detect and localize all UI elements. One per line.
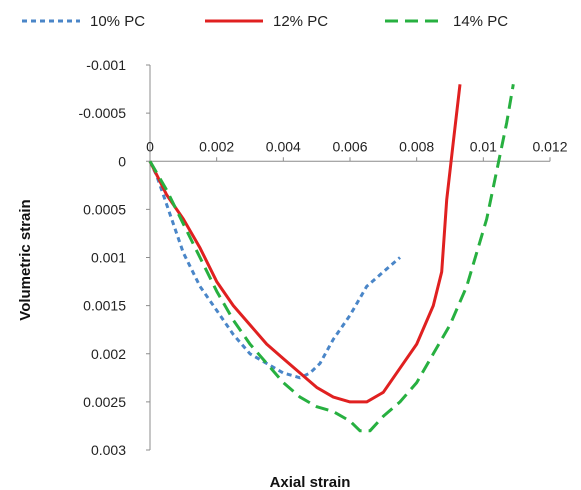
legend-label-1: 10% PC bbox=[90, 13, 145, 30]
axes bbox=[146, 64, 551, 451]
y-tick-label: 0.003 bbox=[91, 442, 126, 458]
series-line-2 bbox=[148, 84, 462, 404]
y-axis-title: Volumetric strain bbox=[17, 199, 34, 320]
x-tick-label: 0.004 bbox=[266, 138, 301, 154]
legend-label-2: 12% PC bbox=[273, 13, 328, 30]
x-tick-label: 0.006 bbox=[332, 138, 367, 154]
x-tick-label: 0.01 bbox=[470, 138, 497, 154]
x-tick-label: 0 bbox=[146, 138, 154, 154]
y-tick-label: 0.001 bbox=[91, 250, 126, 266]
series-layer bbox=[148, 84, 515, 433]
series-line-1 bbox=[148, 160, 401, 380]
x-tick-label: 0.008 bbox=[399, 138, 434, 154]
x-axis-title: Axial strain bbox=[270, 474, 351, 490]
legend-label-3: 14% PC bbox=[453, 13, 508, 30]
y-tick-label: 0 bbox=[118, 153, 126, 169]
x-tick-label: 0.002 bbox=[199, 138, 234, 154]
y-tick-label: 0.0015 bbox=[83, 298, 126, 314]
x-tick-label: 0.012 bbox=[532, 138, 567, 154]
y-tick-label: 0.002 bbox=[91, 346, 126, 362]
tick-labels: 0 0.002 0.004 0.006 0.008 0.01 0.012 -0.001 -0.0… bbox=[79, 57, 568, 458]
y-tick-label: -0.0005 bbox=[79, 105, 127, 121]
y-axis-title-group: Volumetric strain bbox=[17, 199, 34, 320]
y-tick-label: 0.0025 bbox=[83, 394, 126, 410]
y-tick-label: -0.001 bbox=[86, 57, 126, 73]
series-line-3 bbox=[148, 84, 515, 433]
y-tick-label: 0.0005 bbox=[83, 201, 126, 217]
legend: 10% PC 12% PC 14% PC bbox=[22, 13, 508, 30]
